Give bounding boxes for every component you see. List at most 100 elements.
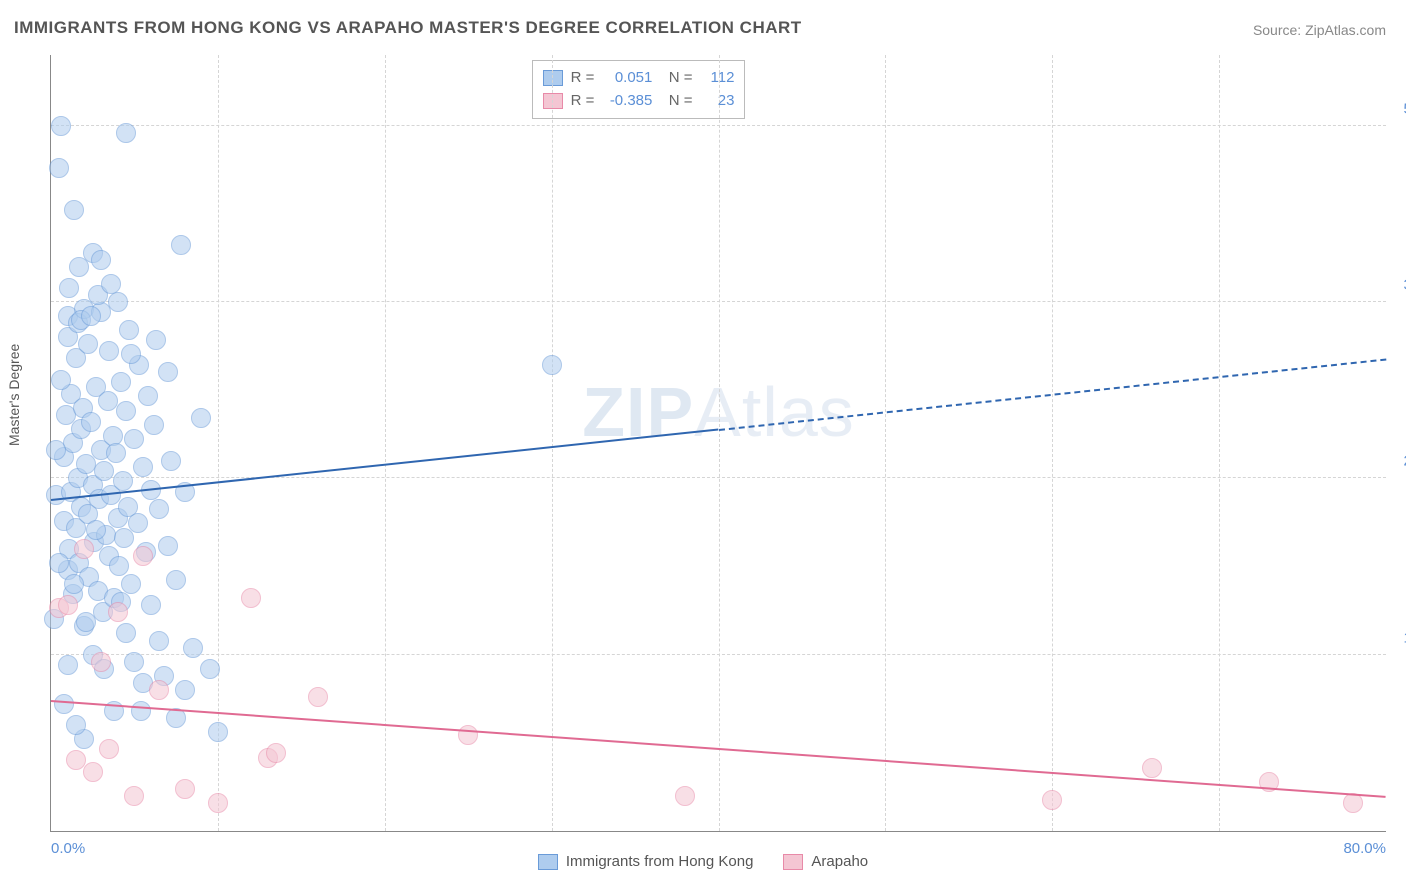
data-point [101, 274, 121, 294]
data-point [266, 743, 286, 763]
data-point [98, 391, 118, 411]
stats-row: R = -0.385 N = 23 [543, 90, 735, 113]
source-credit: Source: ZipAtlas.com [1253, 22, 1386, 38]
legend-item: Arapaho [783, 853, 868, 870]
legend-item: Immigrants from Hong Kong [538, 853, 754, 870]
data-point [158, 362, 178, 382]
data-point [58, 655, 78, 675]
gridline-v [218, 55, 219, 831]
data-point [124, 429, 144, 449]
data-point [171, 235, 191, 255]
stat-r-value: 0.051 [602, 67, 652, 90]
data-point [54, 694, 74, 714]
data-point [78, 334, 98, 354]
data-point [81, 412, 101, 432]
gridline-v [885, 55, 886, 831]
data-point [191, 408, 211, 428]
data-point [124, 786, 144, 806]
legend-swatch [538, 854, 558, 870]
data-point [131, 701, 151, 721]
gridline-v [385, 55, 386, 831]
data-point [69, 257, 89, 277]
data-point [58, 595, 78, 615]
data-point [99, 739, 119, 759]
data-point [116, 623, 136, 643]
data-point [51, 370, 71, 390]
scatter-chart: ZIPAtlas R =0.051 N =112R =-0.385 N =23 … [50, 55, 1386, 832]
y-axis-label: Master's Degree [6, 344, 22, 446]
stat-label: R = [571, 67, 595, 90]
data-point [161, 451, 181, 471]
data-point [175, 680, 195, 700]
stat-r-value: -0.385 [602, 90, 652, 113]
data-point [106, 443, 126, 463]
data-point [183, 638, 203, 658]
data-point [146, 330, 166, 350]
data-point [121, 344, 141, 364]
data-point [116, 401, 136, 421]
data-point [1042, 790, 1062, 810]
data-point [108, 602, 128, 622]
data-point [91, 652, 111, 672]
data-point [308, 687, 328, 707]
data-point [76, 612, 96, 632]
data-point [64, 574, 84, 594]
data-point [208, 722, 228, 742]
data-point [109, 556, 129, 576]
data-point [108, 292, 128, 312]
data-point [51, 116, 71, 136]
data-point [141, 595, 161, 615]
data-point [144, 415, 164, 435]
data-point [46, 440, 66, 460]
data-point [59, 278, 79, 298]
data-point [86, 520, 106, 540]
legend-swatch [783, 854, 803, 870]
data-point [99, 341, 119, 361]
data-point [200, 659, 220, 679]
stat-n-value: 23 [700, 90, 734, 113]
data-point [124, 652, 144, 672]
data-point [1142, 758, 1162, 778]
gridline-v [552, 55, 553, 831]
data-point [74, 539, 94, 559]
data-point [91, 250, 111, 270]
stat-label: R = [571, 90, 595, 113]
data-point [133, 457, 153, 477]
data-point [138, 386, 158, 406]
data-point [83, 762, 103, 782]
y-tick-label: 25.0% [1391, 453, 1406, 470]
gridline-v [719, 55, 720, 831]
y-tick-label: 37.5% [1391, 276, 1406, 293]
gridline-v [1219, 55, 1220, 831]
y-tick-label: 12.5% [1391, 629, 1406, 646]
legend-label: Immigrants from Hong Kong [566, 853, 754, 870]
data-point [119, 320, 139, 340]
data-point [175, 779, 195, 799]
data-point [81, 306, 101, 326]
data-point [458, 725, 478, 745]
data-point [158, 536, 178, 556]
stats-row: R = 0.051 N = 112 [543, 67, 735, 90]
stat-n-value: 112 [700, 67, 734, 90]
data-point [675, 786, 695, 806]
data-point [113, 471, 133, 491]
data-point [542, 355, 562, 375]
data-point [149, 680, 169, 700]
data-point [121, 574, 141, 594]
data-point [208, 793, 228, 813]
data-point [149, 499, 169, 519]
data-point [166, 570, 186, 590]
data-point [149, 631, 169, 651]
data-point [116, 123, 136, 143]
data-point [111, 372, 131, 392]
stat-label: N = [660, 90, 692, 113]
data-point [128, 513, 148, 533]
chart-title: IMMIGRANTS FROM HONG KONG VS ARAPAHO MAS… [14, 18, 802, 38]
data-point [133, 546, 153, 566]
stat-label: N = [660, 67, 692, 90]
data-point [49, 553, 69, 573]
data-point [64, 200, 84, 220]
data-point [94, 461, 114, 481]
correlation-stats-legend: R = 0.051 N = 112 R = -0.385 N = 23 [532, 60, 746, 119]
legend-label: Arapaho [811, 853, 868, 870]
